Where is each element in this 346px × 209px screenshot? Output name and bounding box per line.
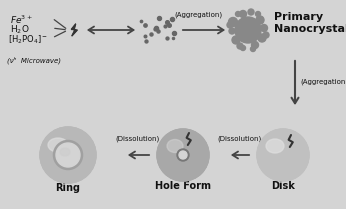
Circle shape [235, 17, 261, 43]
Circle shape [229, 28, 235, 34]
Circle shape [232, 36, 240, 44]
Text: [H$_2$PO$_4$]$^-$: [H$_2$PO$_4$]$^-$ [8, 34, 48, 46]
Ellipse shape [167, 139, 183, 153]
Circle shape [228, 18, 237, 27]
Circle shape [261, 24, 267, 32]
Ellipse shape [57, 150, 89, 174]
Text: (Aggregation): (Aggregation) [174, 12, 222, 19]
Circle shape [256, 16, 264, 24]
Circle shape [251, 46, 255, 51]
Circle shape [257, 129, 309, 181]
Circle shape [40, 127, 96, 183]
Polygon shape [71, 24, 77, 36]
Text: H$_2$O: H$_2$O [10, 24, 30, 37]
Circle shape [263, 32, 269, 38]
Circle shape [227, 22, 233, 28]
Circle shape [177, 149, 189, 161]
Circle shape [257, 129, 309, 181]
Ellipse shape [63, 151, 79, 165]
Text: (νʰ  Microwave): (νʰ Microwave) [7, 56, 61, 64]
Circle shape [237, 43, 243, 49]
Circle shape [258, 34, 266, 42]
Text: Fe$^{3+}$: Fe$^{3+}$ [10, 14, 33, 26]
Circle shape [157, 129, 209, 181]
Text: Primary
Nanocrystals: Primary Nanocrystals [274, 12, 346, 34]
Text: Hole Form: Hole Form [155, 181, 211, 191]
Text: (Dissolution): (Dissolution) [116, 136, 160, 143]
Circle shape [56, 143, 80, 167]
Ellipse shape [273, 150, 303, 174]
Ellipse shape [60, 148, 70, 156]
Circle shape [240, 46, 246, 51]
Text: (Dissolution): (Dissolution) [218, 136, 262, 143]
Circle shape [157, 129, 209, 181]
Circle shape [40, 127, 96, 183]
Text: Disk: Disk [271, 181, 295, 191]
Text: (Aggregation): (Aggregation) [300, 79, 346, 85]
Ellipse shape [173, 150, 201, 172]
Circle shape [179, 151, 187, 159]
Ellipse shape [266, 139, 284, 153]
Circle shape [55, 142, 81, 168]
Text: Ring: Ring [55, 183, 81, 193]
Circle shape [248, 9, 254, 15]
Circle shape [255, 11, 261, 17]
Circle shape [236, 11, 240, 17]
Circle shape [252, 42, 258, 48]
Ellipse shape [48, 138, 68, 152]
Circle shape [239, 10, 246, 18]
